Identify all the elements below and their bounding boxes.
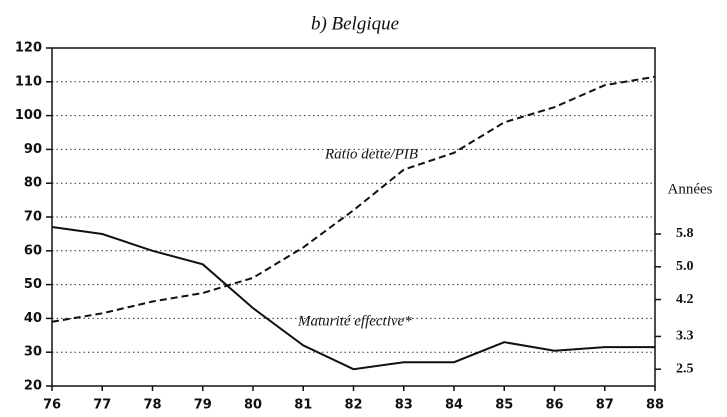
x-tick-label: 82 [344, 398, 362, 413]
y-tick-label: 50 [24, 277, 42, 292]
y-tick-label: 110 [15, 74, 42, 89]
x-tick-label: 84 [445, 398, 463, 413]
y2-tick-label: 3.3 [676, 329, 694, 344]
x-tick-label: 87 [596, 398, 614, 413]
x-tick-label: 80 [244, 398, 262, 413]
annotation: Ratio dette/PIB [324, 146, 418, 162]
x-tick-label: 85 [495, 398, 513, 413]
y-tick-label: 60 [24, 243, 42, 258]
y-tick-label: 90 [24, 142, 42, 157]
y2-tick-label: 5.0 [676, 259, 694, 274]
x-tick-label: 81 [294, 398, 312, 413]
y-tick-label: 20 [24, 379, 42, 394]
y-tick-label: 120 [15, 41, 42, 56]
y-tick-label: 100 [15, 108, 42, 123]
y-tick-label: 70 [24, 210, 42, 225]
chart-title: b) Belgique [311, 13, 399, 34]
y-tick-label: 80 [24, 176, 42, 191]
y-tick-label: 40 [24, 311, 42, 326]
x-tick-label: 76 [43, 398, 61, 413]
x-tick-label: 88 [646, 398, 664, 413]
x-tick-label: 86 [545, 398, 563, 413]
x-tick-label: 79 [194, 398, 212, 413]
line-series [51, 75, 656, 323]
y2-tick-label: 2.5 [676, 361, 694, 376]
y2-tick-label: 4.2 [676, 292, 694, 307]
line-series [51, 226, 655, 371]
y2-tick-label: 5.8 [676, 226, 694, 241]
x-tick-label: 83 [395, 398, 413, 413]
x-tick-label: 77 [93, 398, 111, 413]
y-tick-label: 30 [24, 345, 42, 360]
x-tick-label: 78 [143, 398, 161, 413]
y2-axis-label: Années [668, 181, 713, 197]
annotation: Maturité effective* [297, 313, 412, 329]
